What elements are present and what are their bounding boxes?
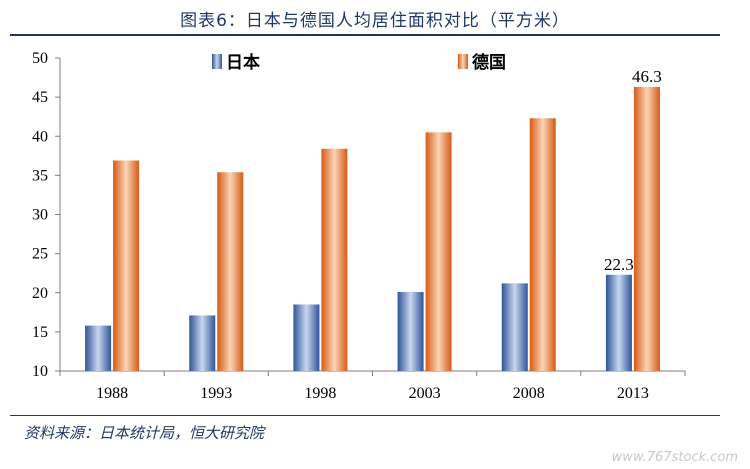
bar-germany <box>217 172 244 371</box>
x-tick-label: 1988 <box>96 385 128 402</box>
bars <box>85 86 660 371</box>
chart-title: 图表6：日本与德国人均居住面积对比（平方米） <box>180 11 570 31</box>
source-note: 资料来源：日本统计局，恒大研究院 <box>24 424 265 442</box>
top-rule <box>10 34 720 36</box>
legend-swatch-germany <box>458 54 468 69</box>
y-tick-label: 20 <box>32 285 48 302</box>
x-tick-label: 1993 <box>200 385 232 402</box>
bar-germany <box>321 148 348 371</box>
labels: 22.3 46.3 <box>604 67 662 274</box>
bar-germany <box>529 118 556 371</box>
x-tick-label: 1998 <box>304 385 336 402</box>
bottom-rule <box>10 415 720 416</box>
legend: 日本 德国 <box>212 52 506 73</box>
bar-germany <box>633 86 660 371</box>
bar-japan <box>189 315 216 371</box>
x-tick-label: 2003 <box>409 385 441 402</box>
bar-japan <box>85 325 112 371</box>
y-tick-label: 50 <box>32 50 48 67</box>
bar-japan <box>293 304 320 371</box>
y-tick-label: 10 <box>32 363 48 380</box>
bar-chart: 10 15 20 25 30 35 40 45 50 1988 1993 1998 2003 2008 20… <box>32 50 686 402</box>
x-tick-label: 2013 <box>617 385 649 402</box>
bar-germany <box>425 132 452 371</box>
y-tick-label: 35 <box>32 167 48 184</box>
legend-label-germany: 德国 <box>472 52 506 73</box>
y-tick-label: 45 <box>32 89 48 106</box>
data-label: 22.3 <box>604 255 634 274</box>
y-tick-label: 25 <box>32 246 48 263</box>
legend-label-japan: 日本 <box>226 52 260 73</box>
y-tick-label: 30 <box>32 207 48 224</box>
bar-japan <box>605 274 632 371</box>
bar-germany <box>113 160 140 371</box>
bar-japan <box>501 283 528 371</box>
bar-japan <box>397 291 424 371</box>
y-tick-label: 15 <box>32 324 48 341</box>
x-tick-label: 2008 <box>513 385 545 402</box>
axes: 10 15 20 25 30 35 40 45 50 1988 1993 1998 2003 2008 20… <box>32 50 686 402</box>
watermark: www.767stock.com <box>611 450 738 465</box>
y-tick-label: 40 <box>32 128 48 145</box>
data-label: 46.3 <box>632 67 662 86</box>
legend-swatch-japan <box>212 54 222 69</box>
